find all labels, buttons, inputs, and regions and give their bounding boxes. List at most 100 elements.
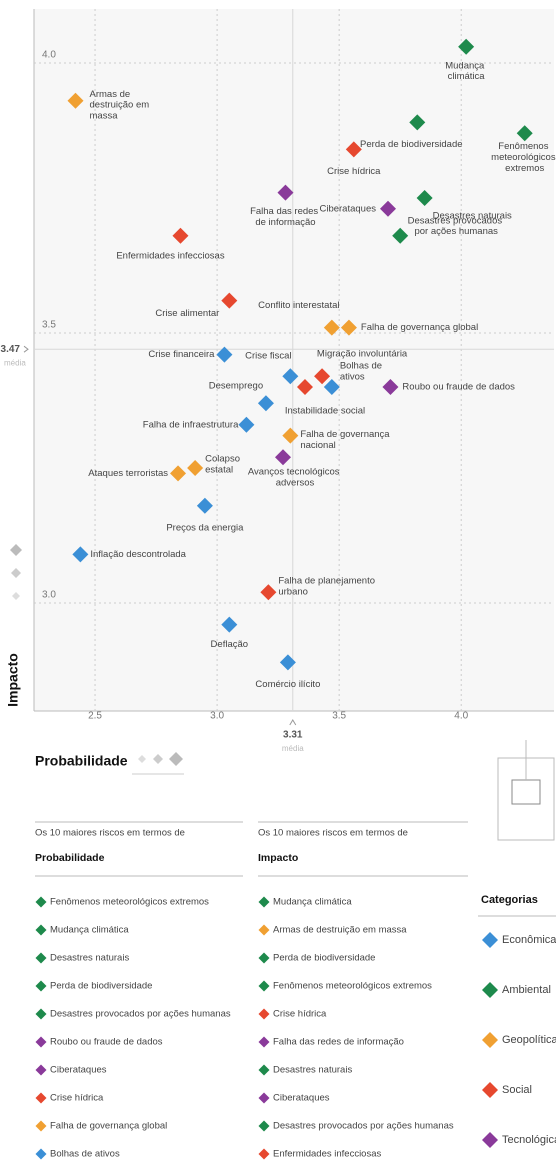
risk-marker xyxy=(382,379,399,395)
risk-label: Mudança climática xyxy=(445,60,487,82)
y-mean-note: média xyxy=(4,358,26,367)
risk-marker xyxy=(275,449,292,466)
risk-label: Crise financeira xyxy=(148,349,215,360)
list-item: Desastres naturais xyxy=(50,953,129,964)
x-mean-label: 3.31 xyxy=(283,730,303,741)
risk-label: Instabilidade social xyxy=(285,406,365,417)
risk-marker xyxy=(516,125,533,142)
list-item: Enfermidades infecciosas xyxy=(273,1149,381,1160)
list-marker xyxy=(258,1148,270,1160)
list-item: Desastres provocados por ações humanas xyxy=(50,1009,231,1020)
y-axis-title: Impacto xyxy=(5,653,21,707)
risk-label: Fenômenos meteorológicos extremos xyxy=(491,141,556,174)
risk-label: Migração involuntária xyxy=(317,349,408,360)
risk-label: Roubo ou fraude de dados xyxy=(402,382,515,393)
size-key-horizontal xyxy=(132,752,184,775)
legend-label: Tecnológica xyxy=(502,1134,556,1146)
legend-marker xyxy=(482,982,498,998)
risk-marker xyxy=(196,497,213,514)
legend-label: Ambiental xyxy=(502,984,551,996)
risk-label: Falha de infraestrutura xyxy=(143,419,239,430)
y-tick-label: 3.0 xyxy=(42,590,56,601)
x-tick-label: 4.0 xyxy=(454,711,468,722)
list-marker xyxy=(35,1120,47,1132)
list-marker xyxy=(258,1120,270,1132)
list-item: Perda de biodiversidade xyxy=(273,953,375,964)
risk-marker xyxy=(282,427,299,444)
legend-marker xyxy=(482,932,498,948)
risk-marker xyxy=(282,368,299,385)
risk-marker xyxy=(172,227,189,244)
list-item: Ciberataques xyxy=(50,1065,107,1076)
plot-background xyxy=(34,9,554,711)
risk-marker xyxy=(72,546,89,563)
risk-label: Enfermidades infecciosas xyxy=(116,250,224,261)
y-mean-label: 3.47 xyxy=(1,344,21,355)
risk-marker xyxy=(277,184,294,201)
list-intro: Os 10 maiores riscos em termos de xyxy=(35,828,185,839)
x-tick-label: 2.5 xyxy=(88,711,102,722)
legend-title: Categorias xyxy=(481,894,538,906)
risk-marker xyxy=(187,460,204,476)
risk-label: Crise alimentar xyxy=(155,308,219,319)
risk-label: Crise fiscal xyxy=(245,351,291,362)
list-item: Desastres provocados por ações humanas xyxy=(273,1121,454,1132)
risk-label: Inflação descontrolada xyxy=(90,549,186,560)
risk-marker xyxy=(170,465,187,482)
legend-marker xyxy=(482,1032,498,1048)
risk-marker xyxy=(458,38,475,55)
list-marker xyxy=(35,1148,47,1160)
list-marker xyxy=(35,980,47,992)
x-tick-label: 3.5 xyxy=(332,711,346,722)
risk-label: Comércio ilícito xyxy=(255,679,320,690)
list-marker xyxy=(35,896,47,908)
list-item: Perda de biodiversidade xyxy=(50,981,152,992)
list-marker xyxy=(258,1008,270,1020)
list-title: Impacto xyxy=(258,852,298,864)
y-tick-label: 3.5 xyxy=(42,320,56,331)
risk-marker xyxy=(379,200,396,217)
risk-label: Desastres naturais xyxy=(433,211,512,222)
risk-label: Crise hídrica xyxy=(327,166,381,177)
legend-marker xyxy=(482,1082,498,1098)
list-marker xyxy=(258,1036,270,1048)
risk-marker xyxy=(279,654,296,671)
list-item: Fenômenos meteorológicos extremos xyxy=(50,897,209,908)
list-marker xyxy=(35,1064,47,1076)
list-marker xyxy=(258,980,270,992)
risk-label: Bolhas de ativos xyxy=(340,360,385,382)
list-marker xyxy=(35,1092,47,1104)
risk-label: Ataques terroristas xyxy=(88,468,168,479)
risk-label: Preços da energia xyxy=(166,522,244,533)
risk-marker xyxy=(296,379,313,395)
list-marker xyxy=(258,952,270,964)
risk-marker xyxy=(257,395,274,412)
risk-label: Desemprego xyxy=(209,381,263,392)
list-marker xyxy=(35,952,47,964)
list-separators xyxy=(35,821,556,917)
list-item: Falha de governança global xyxy=(50,1121,167,1132)
risk-marker xyxy=(409,114,426,131)
list-item: Ciberataques xyxy=(273,1093,330,1104)
legend-label: Econômica xyxy=(502,934,556,946)
risk-label: Falha das redes de informação xyxy=(250,206,321,228)
legend-label: Social xyxy=(502,1084,532,1096)
list-marker xyxy=(258,1064,270,1076)
risk-label: Falha de governança global xyxy=(361,322,478,333)
list-marker xyxy=(35,1036,47,1048)
x-mean-pointer xyxy=(289,719,297,726)
risk-label: Ciberataques xyxy=(319,203,376,214)
list-marker xyxy=(258,1092,270,1104)
risk-label: Deflação xyxy=(211,639,249,650)
risk-marker xyxy=(392,227,409,244)
list-marker xyxy=(258,896,270,908)
list-item: Mudança climática xyxy=(50,925,129,936)
legend-label: Geopolítica xyxy=(502,1034,556,1046)
size-key-vertical xyxy=(10,544,22,600)
risk-marker xyxy=(260,584,277,601)
legend-marker xyxy=(482,1132,498,1148)
list-item: Crise hídrica xyxy=(50,1093,104,1104)
list-marker xyxy=(35,1008,47,1020)
inset-diagram xyxy=(497,740,555,841)
